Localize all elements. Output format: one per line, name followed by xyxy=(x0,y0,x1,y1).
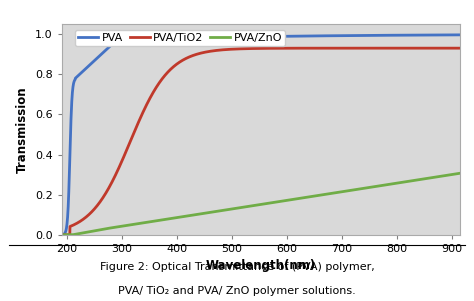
PVA xyxy=(446,33,451,37)
PVA/ZnO xyxy=(79,231,85,235)
PVA/ZnO xyxy=(372,185,378,188)
PVA xyxy=(445,33,451,37)
PVA xyxy=(79,70,85,74)
PVA xyxy=(252,35,258,39)
PVA xyxy=(59,233,64,237)
PVA xyxy=(372,33,378,37)
PVA/TiO2 xyxy=(59,233,64,237)
PVA/ZnO xyxy=(457,172,463,175)
Line: PVA/ZnO: PVA/ZnO xyxy=(62,173,460,235)
PVA/ZnO xyxy=(242,205,247,209)
PVA/TiO2 xyxy=(445,46,451,50)
Text: PVA/ TiO₂ and PVA/ ZnO polymer solutions.: PVA/ TiO₂ and PVA/ ZnO polymer solutions… xyxy=(118,286,356,296)
X-axis label: Wavelength(nm): Wavelength(nm) xyxy=(206,259,316,272)
PVA/ZnO xyxy=(445,173,451,177)
PVA/TiO2 xyxy=(79,218,85,222)
Line: PVA/TiO2: PVA/TiO2 xyxy=(62,48,460,235)
PVA/ZnO xyxy=(59,233,64,237)
PVA/TiO2 xyxy=(242,47,247,51)
PVA/TiO2 xyxy=(372,46,378,50)
PVA xyxy=(457,33,463,37)
Legend: PVA, PVA/TiO2, PVA/ZnO: PVA, PVA/TiO2, PVA/ZnO xyxy=(75,29,285,46)
PVA/ZnO xyxy=(446,173,451,177)
Text: Figure 2: Optical Transmittance of (PVA) polymer,: Figure 2: Optical Transmittance of (PVA)… xyxy=(100,262,374,272)
PVA xyxy=(242,35,247,39)
PVA/TiO2 xyxy=(446,46,451,50)
PVA/TiO2 xyxy=(457,46,463,50)
PVA/TiO2 xyxy=(252,47,258,50)
Y-axis label: Transmission: Transmission xyxy=(16,86,29,173)
PVA/ZnO xyxy=(252,203,258,207)
Line: PVA: PVA xyxy=(62,35,460,235)
